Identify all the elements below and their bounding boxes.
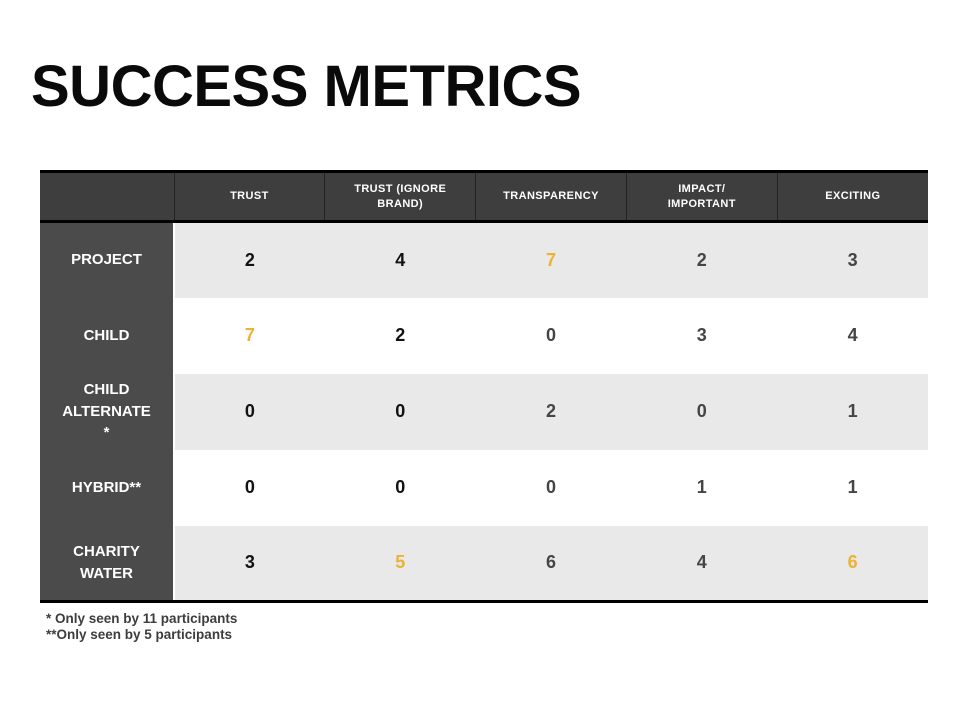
table-row-child-alternate: CHILD ALTERNATE * 0 0 2 0 1 — [40, 373, 928, 450]
cell-value: 4 — [696, 552, 707, 573]
cell-value: 2 — [244, 249, 255, 270]
cell-project-trust-ignore-brand: 4 — [324, 221, 476, 298]
cell-value: 1 — [847, 401, 858, 421]
cell-value: 0 — [545, 477, 556, 497]
cell-value: 2 — [696, 249, 707, 270]
footnote-participants-5: **Only seen by 5 participants — [46, 627, 233, 643]
cell-charity-water-transparency: 6 — [475, 525, 627, 602]
cell-child-alternate-trust: 0 — [174, 373, 325, 450]
cell-project-exciting: 3 — [777, 221, 928, 298]
cell-value: 3 — [696, 325, 707, 345]
cell-value: 5 — [395, 552, 406, 573]
cell-hybrid-impact: 1 — [626, 449, 778, 526]
cell-project-trust: 2 — [174, 221, 325, 298]
cell-charity-water-trust-ignore-brand: 5 — [324, 525, 476, 602]
cell-hybrid-transparency: 0 — [475, 449, 627, 526]
cell-project-transparency: 7 — [475, 221, 627, 298]
cell-value: 0 — [395, 477, 406, 497]
cell-charity-water-exciting: 6 — [777, 525, 928, 602]
cell-value: 6 — [847, 552, 858, 573]
cell-value: 7 — [244, 325, 255, 345]
cell-child-impact: 3 — [626, 297, 778, 374]
cell-charity-water-trust: 3 — [174, 525, 325, 602]
cell-value: 7 — [545, 249, 556, 270]
cell-value: 1 — [847, 477, 858, 497]
cell-value: 3 — [847, 249, 858, 270]
column-header-transparency: TRANSPARENCY — [475, 171, 627, 223]
cell-value: 0 — [244, 401, 255, 421]
table-row-hybrid: HYBRID** 0 0 0 1 1 — [40, 449, 928, 526]
cell-project-impact: 2 — [626, 221, 778, 298]
footnote-participants-11: * Only seen by 11 participants — [46, 611, 238, 626]
cell-child-alternate-impact: 0 — [626, 373, 778, 450]
cell-value: 0 — [696, 401, 707, 421]
cell-child-transparency: 0 — [475, 297, 627, 374]
cell-child-trust-ignore-brand: 2 — [324, 297, 476, 374]
table-row-child: CHILD 7 2 0 3 4 — [40, 297, 928, 374]
row-label-charity-water: CHARITY WATER — [40, 525, 175, 602]
column-header-exciting: EXCITING — [776, 171, 928, 223]
success-metrics-table: TRUST TRUST (IGNORE BRAND) TRANSPARENCY … — [40, 170, 928, 603]
row-label-project: PROJECT — [40, 221, 175, 298]
cell-value: 0 — [395, 401, 406, 421]
footnotes: * Only seen by 11 participants **Only se… — [46, 611, 237, 644]
table-row-project: PROJECT 2 4 7 2 3 — [40, 221, 928, 298]
column-header-impact-important: IMPACT/ IMPORTANT — [625, 171, 778, 223]
cell-value: 4 — [847, 325, 858, 345]
cell-hybrid-trust: 0 — [174, 449, 325, 526]
cell-child-alternate-transparency: 2 — [475, 373, 627, 450]
header-row: TRUST TRUST (IGNORE BRAND) TRANSPARENCY … — [40, 171, 928, 223]
cell-child-exciting: 4 — [777, 297, 928, 374]
cell-value: 6 — [545, 552, 556, 573]
cell-value: 3 — [244, 552, 255, 573]
cell-value: 2 — [395, 325, 406, 345]
row-label-child: CHILD — [40, 297, 175, 374]
cell-hybrid-exciting: 1 — [777, 449, 928, 526]
row-label-hybrid: HYBRID** — [40, 449, 175, 526]
column-header-trust: TRUST — [173, 171, 325, 223]
column-header-trust-ignore-brand: TRUST (IGNORE BRAND) — [324, 171, 476, 223]
cell-value: 4 — [395, 249, 406, 270]
corner-cell — [40, 171, 174, 223]
cell-value: 2 — [545, 401, 556, 421]
cell-value: 1 — [696, 477, 707, 497]
cell-charity-water-impact: 4 — [626, 525, 778, 602]
table-row-charity-water: CHARITY WATER 3 5 6 4 6 — [40, 525, 928, 602]
cell-child-alternate-exciting: 1 — [777, 373, 928, 450]
row-label-child-alternate: CHILD ALTERNATE * — [40, 373, 175, 450]
cell-child-trust: 7 — [174, 297, 325, 374]
slide-title: SUCCESS METRICS — [31, 54, 582, 119]
cell-value: 0 — [244, 477, 255, 497]
cell-child-alternate-trust-ignore-brand: 0 — [324, 373, 476, 450]
cell-value: 0 — [545, 325, 556, 345]
cell-hybrid-trust-ignore-brand: 0 — [324, 449, 476, 526]
